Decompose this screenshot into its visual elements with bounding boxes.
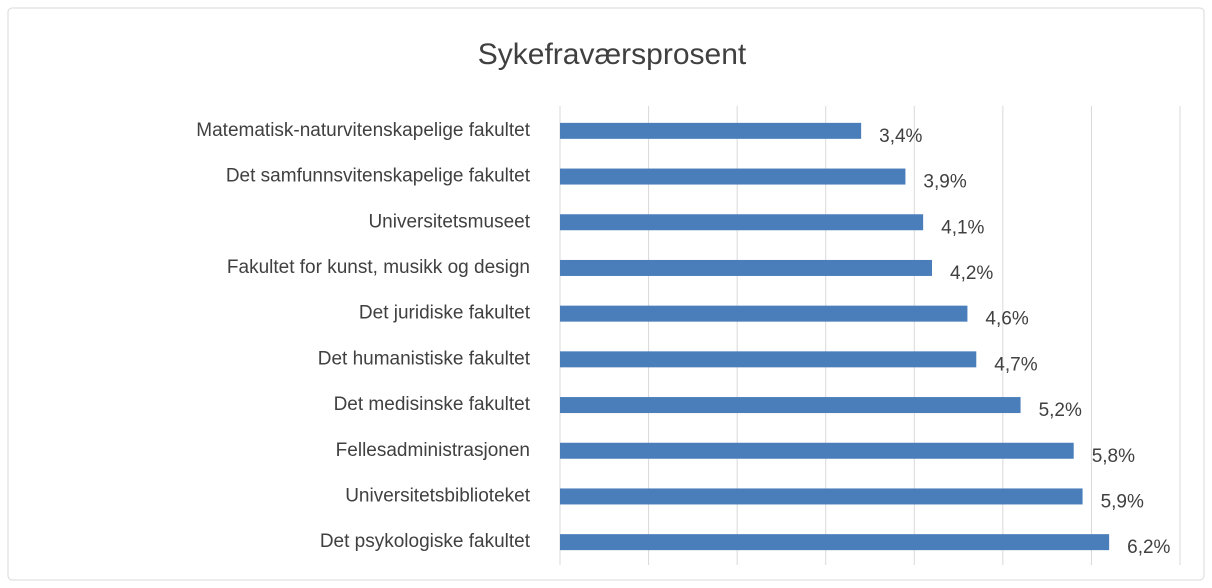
y-tick-label: Universitetsmuseet: [368, 211, 530, 232]
bar: [560, 488, 1083, 505]
y-tick-label: Det humanistiske fakultet: [318, 348, 531, 369]
data-label: 4,6%: [985, 309, 1028, 330]
data-label: 5,2%: [1039, 400, 1082, 421]
bar: [560, 442, 1074, 459]
data-label: 6,2%: [1127, 537, 1170, 558]
y-tick-label: Det medisinske fakultet: [334, 394, 531, 415]
y-tick-label: Matematisk-naturvitenskapelige fakultet: [196, 120, 530, 141]
data-label: 4,1%: [941, 217, 984, 238]
data-label: 3,9%: [923, 172, 966, 193]
chart-title: Sykefraværsprosent: [478, 38, 747, 71]
bar: [560, 214, 924, 231]
bar: [560, 397, 1021, 414]
y-tick-label: Universitetsbiblioteket: [345, 485, 531, 506]
data-label: 4,2%: [950, 263, 993, 284]
data-label: 5,8%: [1092, 446, 1135, 467]
y-tick-label: Det psykologiske fakultet: [320, 531, 531, 552]
y-tick-label: Det samfunnsvitenskapelige fakultet: [226, 166, 531, 187]
y-tick-label: Fakultet for kunst, musikk og design: [227, 257, 530, 278]
data-label: 3,4%: [879, 126, 922, 147]
bar: [560, 534, 1110, 551]
bar: [560, 351, 977, 368]
data-label: 4,7%: [994, 354, 1037, 375]
chart-frame: [7, 7, 1205, 581]
data-label: 5,9%: [1101, 491, 1144, 512]
bar: [560, 305, 968, 322]
bar: [560, 168, 906, 185]
bar: [560, 122, 862, 139]
bar: [560, 259, 932, 276]
y-tick-label: Fellesadministrasjonen: [336, 440, 530, 461]
y-tick-label: Det juridiske fakultet: [359, 303, 531, 324]
